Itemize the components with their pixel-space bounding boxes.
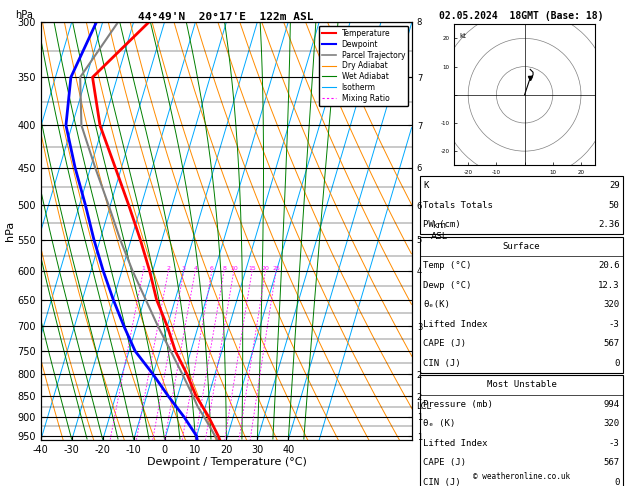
Text: LCL: LCL xyxy=(416,402,431,411)
Text: kt: kt xyxy=(460,33,467,39)
Text: Lifted Index: Lifted Index xyxy=(423,320,488,329)
Text: Surface: Surface xyxy=(503,242,540,251)
Text: 8: 8 xyxy=(222,266,226,271)
X-axis label: Dewpoint / Temperature (°C): Dewpoint / Temperature (°C) xyxy=(147,457,306,468)
Text: 320: 320 xyxy=(603,300,620,309)
Text: Temp (°C): Temp (°C) xyxy=(423,261,472,270)
Text: 15: 15 xyxy=(248,266,256,271)
Text: 6: 6 xyxy=(210,266,214,271)
Text: Dewp (°C): Dewp (°C) xyxy=(423,281,472,290)
Text: 994: 994 xyxy=(603,400,620,409)
Text: 567: 567 xyxy=(603,458,620,467)
Text: 0: 0 xyxy=(614,359,620,367)
Y-axis label: hPa: hPa xyxy=(4,221,14,241)
Text: 2.36: 2.36 xyxy=(598,220,620,229)
Text: 29: 29 xyxy=(609,181,620,190)
Text: 4: 4 xyxy=(193,266,198,271)
Text: CAPE (J): CAPE (J) xyxy=(423,339,466,348)
Text: 50: 50 xyxy=(609,201,620,209)
Text: θₑ(K): θₑ(K) xyxy=(423,300,450,309)
Text: θₑ (K): θₑ (K) xyxy=(423,419,455,428)
Y-axis label: km
ASL: km ASL xyxy=(430,221,447,241)
Text: 567: 567 xyxy=(603,339,620,348)
Legend: Temperature, Dewpoint, Parcel Trajectory, Dry Adiabat, Wet Adiabat, Isotherm, Mi: Temperature, Dewpoint, Parcel Trajectory… xyxy=(319,26,408,106)
Text: CIN (J): CIN (J) xyxy=(423,359,461,367)
Text: 12.3: 12.3 xyxy=(598,281,620,290)
Text: 20.6: 20.6 xyxy=(598,261,620,270)
Text: 2: 2 xyxy=(166,266,170,271)
Text: CAPE (J): CAPE (J) xyxy=(423,458,466,467)
Text: 0: 0 xyxy=(614,478,620,486)
Text: 320: 320 xyxy=(603,419,620,428)
Text: K: K xyxy=(423,181,429,190)
Text: © weatheronline.co.uk: © weatheronline.co.uk xyxy=(473,472,570,481)
Text: CIN (J): CIN (J) xyxy=(423,478,461,486)
Text: 25: 25 xyxy=(272,266,280,271)
Text: 3: 3 xyxy=(182,266,186,271)
Text: 44°49'N  20°17'E  122m ASL: 44°49'N 20°17'E 122m ASL xyxy=(138,12,314,22)
Text: 10: 10 xyxy=(230,266,238,271)
Text: Lifted Index: Lifted Index xyxy=(423,439,488,448)
Text: Totals Totals: Totals Totals xyxy=(423,201,493,209)
Text: Pressure (mb): Pressure (mb) xyxy=(423,400,493,409)
Text: PW (cm): PW (cm) xyxy=(423,220,461,229)
Text: -3: -3 xyxy=(609,439,620,448)
Text: 02.05.2024  18GMT (Base: 18): 02.05.2024 18GMT (Base: 18) xyxy=(439,11,604,21)
Text: Most Unstable: Most Unstable xyxy=(486,381,557,389)
Text: -3: -3 xyxy=(609,320,620,329)
Text: 20: 20 xyxy=(262,266,269,271)
Text: 1: 1 xyxy=(142,266,145,271)
Text: hPa: hPa xyxy=(15,10,33,20)
